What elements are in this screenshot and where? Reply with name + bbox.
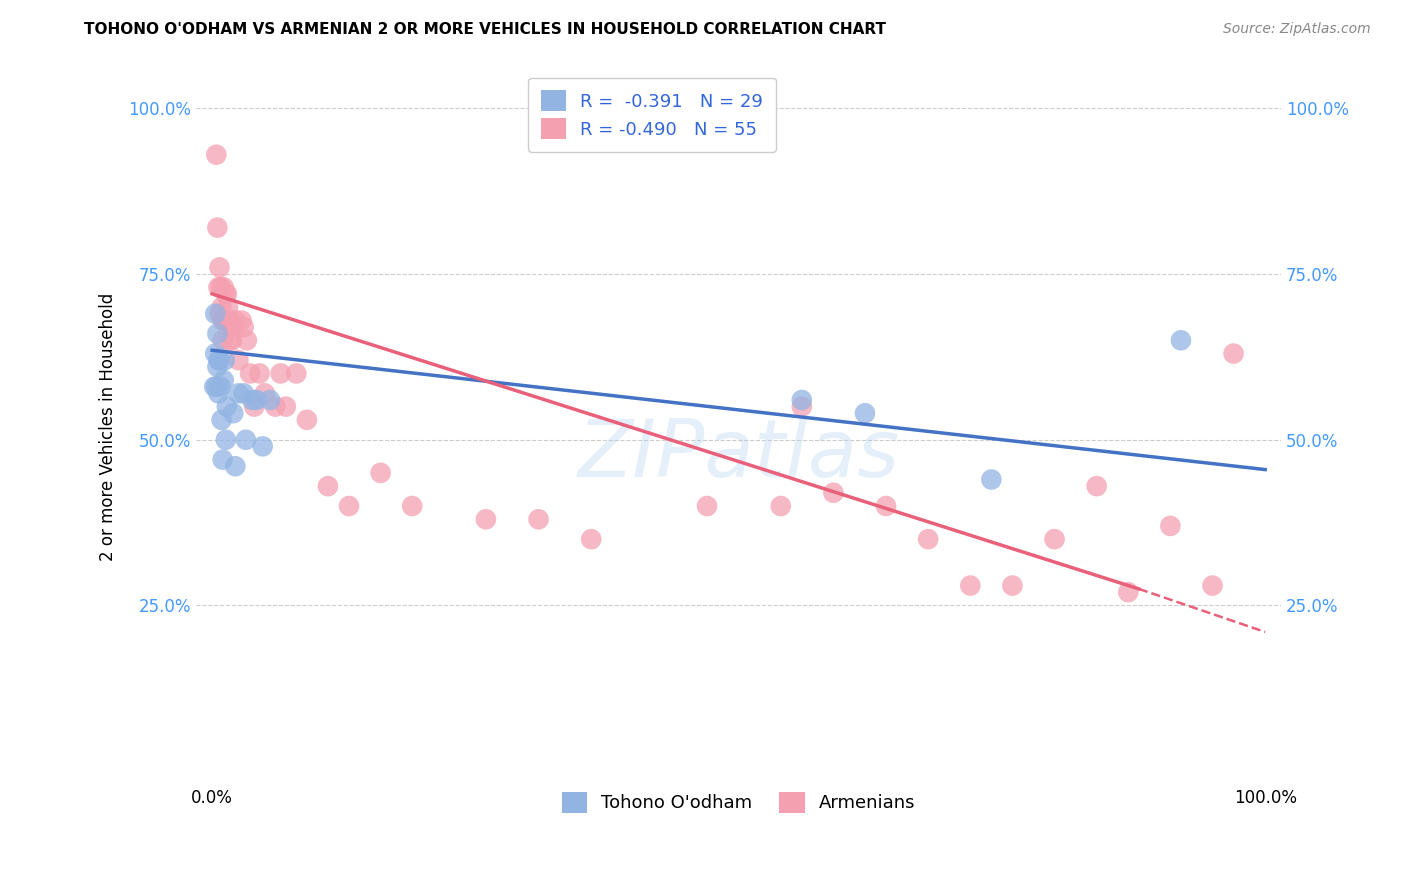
Point: [204, 307, 226, 321]
Point: [235, 433, 257, 447]
Point: [236, 334, 259, 348]
Point: [224, 459, 246, 474]
Point: [769, 499, 792, 513]
Point: [696, 499, 718, 513]
Point: [875, 499, 897, 513]
Point: [1043, 532, 1066, 546]
Point: [217, 300, 239, 314]
Point: [475, 512, 498, 526]
Point: [259, 392, 281, 407]
Point: [205, 147, 228, 161]
Point: [231, 313, 253, 327]
Point: [853, 406, 876, 420]
Point: [219, 334, 242, 348]
Point: [337, 499, 360, 513]
Point: [207, 386, 229, 401]
Point: [401, 499, 423, 513]
Point: [202, 380, 225, 394]
Point: [1001, 578, 1024, 592]
Point: [228, 353, 250, 368]
Point: [215, 286, 238, 301]
Legend: Tohono O'odham, Armenians: Tohono O'odham, Armenians: [548, 780, 928, 825]
Point: [243, 400, 266, 414]
Point: [211, 313, 233, 327]
Point: [224, 313, 246, 327]
Point: [214, 353, 236, 368]
Point: [211, 334, 233, 348]
Point: [249, 367, 271, 381]
Point: [211, 452, 233, 467]
Point: [790, 400, 813, 414]
Point: [316, 479, 339, 493]
Y-axis label: 2 or more Vehicles in Household: 2 or more Vehicles in Household: [100, 293, 117, 560]
Point: [527, 512, 550, 526]
Point: [221, 334, 243, 348]
Point: [212, 373, 235, 387]
Point: [208, 307, 231, 321]
Point: [285, 367, 308, 381]
Text: TOHONO O'ODHAM VS ARMENIAN 2 OR MORE VEHICLES IN HOUSEHOLD CORRELATION CHART: TOHONO O'ODHAM VS ARMENIAN 2 OR MORE VEH…: [84, 22, 886, 37]
Point: [222, 320, 245, 334]
Point: [790, 392, 813, 407]
Point: [270, 367, 292, 381]
Point: [211, 300, 233, 314]
Point: [1085, 479, 1108, 493]
Point: [214, 313, 236, 327]
Point: [205, 380, 228, 394]
Point: [959, 578, 981, 592]
Point: [207, 359, 229, 374]
Point: [245, 392, 267, 407]
Point: [212, 280, 235, 294]
Point: [1222, 346, 1244, 360]
Point: [252, 439, 274, 453]
Point: [253, 386, 276, 401]
Point: [1201, 578, 1223, 592]
Point: [274, 400, 297, 414]
Point: [208, 260, 231, 275]
Text: Source: ZipAtlas.com: Source: ZipAtlas.com: [1223, 22, 1371, 37]
Point: [215, 286, 238, 301]
Point: [209, 380, 232, 394]
Point: [209, 280, 232, 294]
Point: [823, 485, 845, 500]
Point: [579, 532, 602, 546]
Point: [207, 353, 229, 368]
Point: [239, 367, 262, 381]
Point: [207, 220, 229, 235]
Point: [212, 313, 235, 327]
Point: [207, 326, 229, 341]
Point: [228, 386, 250, 401]
Point: [1170, 334, 1192, 348]
Point: [295, 413, 318, 427]
Point: [240, 392, 263, 407]
Point: [208, 353, 231, 368]
Text: ZIPatlas: ZIPatlas: [578, 416, 900, 494]
Point: [222, 406, 245, 420]
Point: [215, 433, 238, 447]
Point: [264, 400, 287, 414]
Point: [207, 280, 229, 294]
Point: [219, 320, 242, 334]
Point: [370, 466, 392, 480]
Point: [232, 386, 254, 401]
Point: [204, 346, 226, 360]
Point: [980, 473, 1002, 487]
Point: [232, 320, 254, 334]
Point: [218, 313, 240, 327]
Point: [917, 532, 939, 546]
Point: [211, 413, 233, 427]
Point: [1159, 519, 1181, 533]
Point: [215, 400, 238, 414]
Point: [1116, 585, 1139, 599]
